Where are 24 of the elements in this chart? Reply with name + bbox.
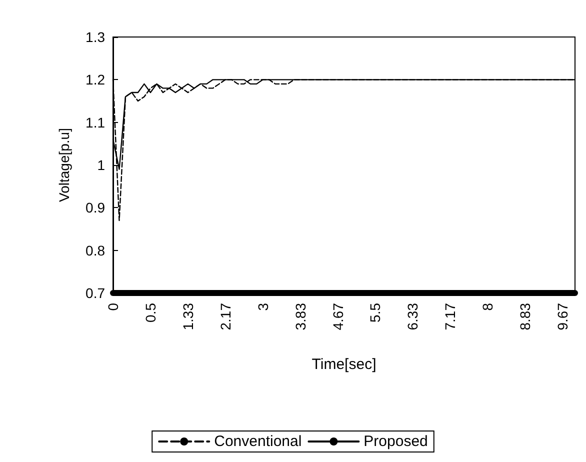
- legend-label: Proposed: [364, 433, 428, 450]
- legend-label: Conventional: [214, 433, 302, 450]
- y-tick-label: 0.7: [86, 285, 106, 301]
- x-tick-label: 9.67: [554, 302, 571, 330]
- x-tick-label: 3.83: [292, 302, 308, 330]
- y-tick-label: 0.8: [86, 242, 106, 258]
- y-tick-label: 0.9: [86, 200, 106, 216]
- x-tick-label: 8.83: [517, 302, 534, 330]
- y-tick-label: 1.1: [86, 114, 106, 130]
- x-tick-label: 1.33: [180, 302, 196, 330]
- x-tick-label: 3: [254, 302, 271, 311]
- x-tick-label: 4.67: [330, 302, 346, 330]
- x-tick-label: 5.5: [367, 302, 384, 322]
- x-tick-label: 2.17: [217, 302, 234, 330]
- x-tick-label: 0: [105, 302, 121, 311]
- y-axis-title: Voltage[p.u]: [56, 128, 72, 202]
- x-tick-label: 8: [480, 302, 496, 311]
- x-tick-label: 0.5: [142, 302, 158, 322]
- x-tick-label: 7.17: [442, 302, 458, 330]
- y-tick-label: 1.3: [86, 29, 106, 45]
- x-tick-label: 6.33: [404, 302, 421, 330]
- y-tick-label: 1: [97, 157, 106, 173]
- y-tick-label: 1.2: [86, 72, 106, 88]
- x-axis-title: Time[sec]: [312, 356, 376, 373]
